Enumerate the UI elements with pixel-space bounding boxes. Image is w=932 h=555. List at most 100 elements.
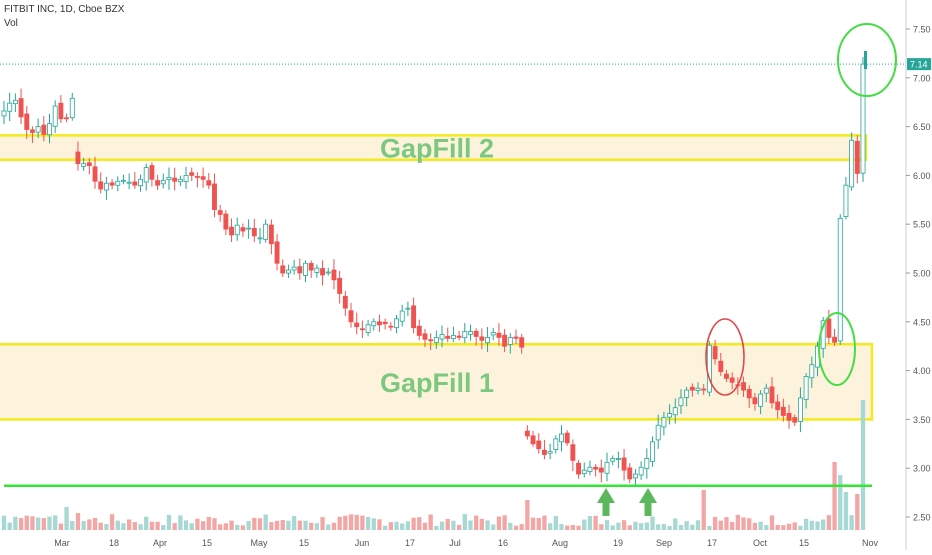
candle-body xyxy=(507,337,513,345)
candle-body xyxy=(741,382,746,391)
candle-body xyxy=(337,277,343,294)
candle-body xyxy=(194,176,200,178)
candle-body xyxy=(786,412,792,421)
candle-body xyxy=(365,324,371,333)
candle-body xyxy=(160,179,166,185)
candle-body xyxy=(712,346,718,360)
candle-body xyxy=(621,457,627,471)
red-circle xyxy=(705,318,745,396)
candle-body xyxy=(109,182,115,186)
volume-bar xyxy=(724,517,729,530)
candle-body xyxy=(604,461,610,474)
volume-bar xyxy=(132,522,138,530)
candle-body xyxy=(98,181,104,190)
volume-bar xyxy=(428,514,433,530)
volume-bar xyxy=(400,523,405,530)
candle-body xyxy=(41,124,47,135)
y-tick-label: 4.00 xyxy=(913,366,931,376)
volume-bar xyxy=(371,518,376,530)
volume-bar xyxy=(320,517,325,530)
candle-body xyxy=(411,305,417,329)
candle-body xyxy=(35,126,41,133)
candle-body xyxy=(86,162,92,167)
arrow-shape xyxy=(639,488,657,516)
candle-body xyxy=(223,213,229,230)
latest-candle-marker xyxy=(864,51,867,69)
volume-bar xyxy=(309,522,314,530)
candle-body xyxy=(724,373,729,379)
gapfill-zone xyxy=(0,134,868,162)
candle-body xyxy=(405,307,411,310)
annotations xyxy=(0,23,906,516)
candle-body xyxy=(308,263,314,271)
candle-body xyxy=(706,344,712,393)
volume-bar xyxy=(64,506,69,530)
volume-bar xyxy=(582,519,587,530)
x-tick-label: Oct xyxy=(753,538,768,548)
candle-body xyxy=(729,377,735,383)
x-tick-label: 17 xyxy=(405,538,415,548)
candle-body xyxy=(701,388,707,391)
y-tick-label: 6.50 xyxy=(913,122,931,132)
volume-bar xyxy=(274,520,280,530)
candle-body xyxy=(752,397,758,405)
candles xyxy=(1,57,866,488)
volume-bar xyxy=(678,524,684,530)
x-tick-label: 17 xyxy=(707,538,717,548)
candle-body xyxy=(12,99,18,105)
candle-body xyxy=(183,174,189,182)
x-tick-label: Nov xyxy=(862,538,879,548)
volume-bar xyxy=(821,519,826,530)
candle-body xyxy=(428,339,434,342)
volume-bar xyxy=(553,516,558,530)
candle-body xyxy=(672,407,678,416)
candle-body xyxy=(229,226,234,236)
volume-bar xyxy=(326,524,331,530)
y-tick-label: 7.50 xyxy=(913,25,931,35)
x-tick-label: 18 xyxy=(109,538,119,548)
volume-bar xyxy=(485,520,490,530)
candle-body xyxy=(359,328,365,331)
volume-bar xyxy=(513,525,519,530)
volume-bar xyxy=(661,524,667,530)
volume-bar xyxy=(758,521,763,530)
candle-body xyxy=(684,389,690,398)
volume-bar xyxy=(701,490,706,530)
volume-bar xyxy=(542,515,547,530)
volume-bar xyxy=(570,525,576,530)
candle-body xyxy=(633,473,638,479)
volume-bar xyxy=(246,521,251,530)
volume-bar xyxy=(718,520,723,530)
zone-label: GapFill 2 xyxy=(380,134,494,164)
x-tick-label: Apr xyxy=(153,538,167,548)
candle-body xyxy=(320,268,326,276)
volume-bar xyxy=(650,516,655,530)
green-circle-top xyxy=(837,23,897,97)
x-tick-label: Aug xyxy=(552,538,568,548)
candle-body xyxy=(126,181,132,184)
y-tick-label: 6.00 xyxy=(913,171,931,181)
volume-bar xyxy=(35,517,41,530)
volume-bar xyxy=(752,522,758,530)
y-tick-label: 5.00 xyxy=(913,269,931,279)
candle-body xyxy=(775,401,781,411)
volume-bar xyxy=(348,514,354,530)
candle-body xyxy=(638,466,644,476)
candle-body xyxy=(587,466,593,472)
volume-bar xyxy=(843,492,849,530)
volume-bar xyxy=(41,518,46,530)
x-tick-label: 15 xyxy=(299,538,309,548)
volume-bar xyxy=(1,515,7,530)
candle-body xyxy=(576,462,582,475)
price-axis: 7.50 7.00 6.50 6.00 5.50 5.00 4.50 4.00 3.50 3.00… xyxy=(905,0,931,550)
candle-body xyxy=(570,444,576,461)
volume-bar xyxy=(712,516,718,530)
volume-bar xyxy=(456,524,462,530)
x-tick-label: May xyxy=(250,538,268,548)
candle-body xyxy=(809,364,815,379)
candle-body xyxy=(832,336,838,343)
volume-bar xyxy=(70,520,75,530)
candle-body xyxy=(450,335,456,340)
x-tick-label: Jun xyxy=(355,538,370,548)
